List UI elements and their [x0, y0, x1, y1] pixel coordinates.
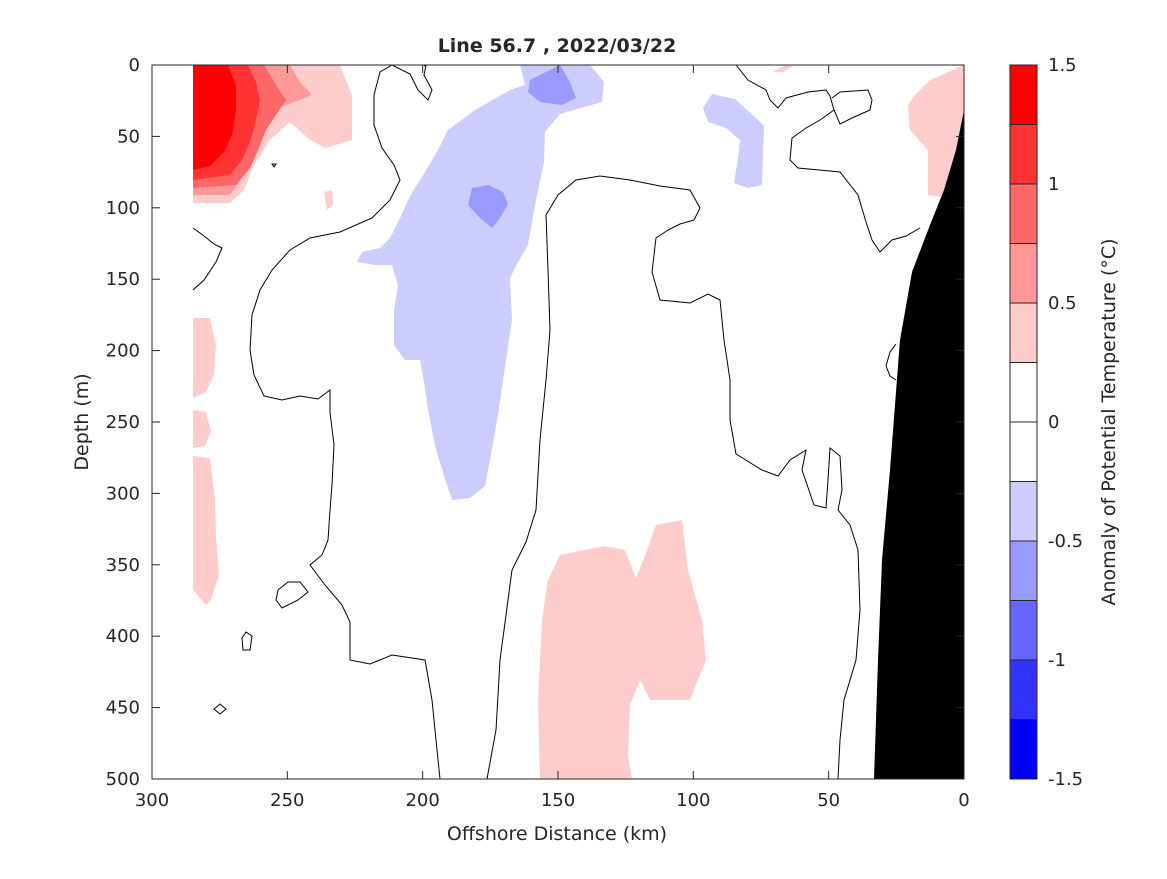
bathymetry-mask — [874, 110, 964, 779]
y-tick-label: 250 — [106, 412, 140, 433]
warm-anomaly-small-patch — [324, 190, 333, 210]
x-tick-label: 250 — [270, 790, 304, 811]
zero-contour-main-west — [249, 64, 441, 780]
colorbar-swatch — [1009, 243, 1038, 304]
zero-contour-island-3 — [213, 703, 227, 715]
cool-anomaly-0.5-patch — [468, 185, 508, 228]
warm-anomaly-edge-1 — [193, 318, 216, 398]
zero-contour-edge — [192, 227, 223, 291]
zero-contours — [192, 64, 921, 780]
y-tick-label: 50 — [117, 126, 140, 147]
warm-anomaly-edge-2 — [193, 410, 211, 448]
colorbar-swatch — [1009, 659, 1038, 720]
y-tick-label: 300 — [106, 483, 140, 504]
zero-contour-nearshore — [735, 64, 921, 253]
y-tick-label: 200 — [106, 341, 140, 362]
zero-contour-island-1 — [275, 581, 309, 609]
y-tick-label: 400 — [106, 626, 140, 647]
cool-anomaly-nearshore — [703, 94, 764, 188]
cool-anomaly-central — [357, 65, 604, 500]
y-axis-label: Depth (m) — [71, 373, 93, 470]
zero-contour-main-east — [486, 175, 861, 780]
colorbar-swatch — [1009, 421, 1038, 482]
y-tick-label: 350 — [106, 555, 140, 576]
colorbar-tick-label: -1 — [1048, 650, 1066, 671]
colorbar-tick-label: -1.5 — [1048, 769, 1083, 790]
y-axis: 0 50 100 150 200 250 300 350 400 450 500 — [106, 55, 964, 790]
y-tick-label: 100 — [106, 198, 140, 219]
colorbar-swatch — [1009, 719, 1038, 780]
warm-anomaly-tiny — [772, 65, 794, 72]
zero-contour-shelf — [885, 343, 897, 381]
warm-anomaly-edge-3 — [193, 456, 219, 605]
colorbar-swatch — [1009, 362, 1038, 423]
chart-title: Line 56.7 , 2022/03/22 — [438, 35, 677, 57]
warm-anomaly-upper-offshore — [193, 65, 352, 210]
x-tick-label: 300 — [135, 790, 169, 811]
colorbar-label: Anomaly of Potential Temperature (°C) — [1098, 239, 1120, 606]
colorbar-swatch — [1009, 540, 1038, 601]
colorbar-swatch — [1009, 183, 1038, 244]
colorbar-swatch — [1009, 600, 1038, 661]
y-tick-label: 150 — [106, 269, 140, 290]
x-axis: 300 250 200 150 100 50 0 — [135, 65, 970, 811]
colorbar-frame — [1009, 64, 1038, 780]
warm-anomaly-1.25 — [193, 65, 236, 170]
colorbar-tick-label: 0.5 — [1048, 293, 1077, 314]
warm-anomaly-nearshore — [908, 65, 964, 197]
colorbar-swatch — [1009, 124, 1038, 185]
zero-contour-island-2 — [241, 631, 253, 651]
y-tick-label: 0 — [129, 55, 140, 76]
x-tick-label: 50 — [817, 790, 840, 811]
colorbar-swatch — [1009, 481, 1038, 542]
colorbar-swatch — [1009, 302, 1038, 363]
y-tick-label: 450 — [106, 698, 140, 719]
x-tick-label: 100 — [676, 790, 710, 811]
x-axis-label: Offshore Distance (km) — [447, 823, 667, 845]
colorbar-tick-label: 1 — [1048, 174, 1059, 195]
x-tick-label: 200 — [405, 790, 439, 811]
colorbar-tick-label: -0.5 — [1048, 531, 1083, 552]
x-tick-label: 150 — [541, 790, 575, 811]
colorbar-tick-label: 1.5 — [1048, 55, 1077, 76]
colorbar-swatch — [1009, 64, 1038, 125]
y-tick-label: 500 — [106, 769, 140, 790]
x-tick-label: 0 — [958, 790, 969, 811]
cool-anomaly-0.5-core — [528, 65, 576, 105]
colorbar: -1.5 -1 -0.5 0 0.5 1 1.5 — [1009, 55, 1083, 790]
plot-area — [151, 64, 965, 780]
warm-anomaly-deep — [538, 520, 706, 779]
colorbar-tick-label: 0 — [1048, 412, 1059, 433]
zero-contour-island-4 — [271, 163, 277, 168]
